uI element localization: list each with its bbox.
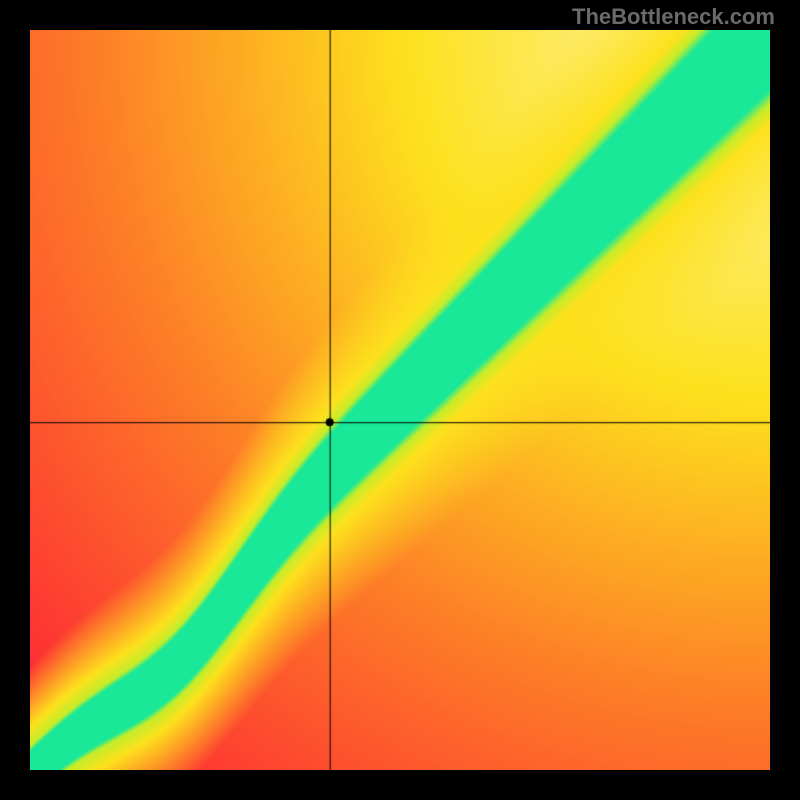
watermark-text: TheBottleneck.com (572, 4, 775, 30)
chart-container: TheBottleneck.com (0, 0, 800, 800)
bottleneck-heatmap (30, 30, 770, 770)
